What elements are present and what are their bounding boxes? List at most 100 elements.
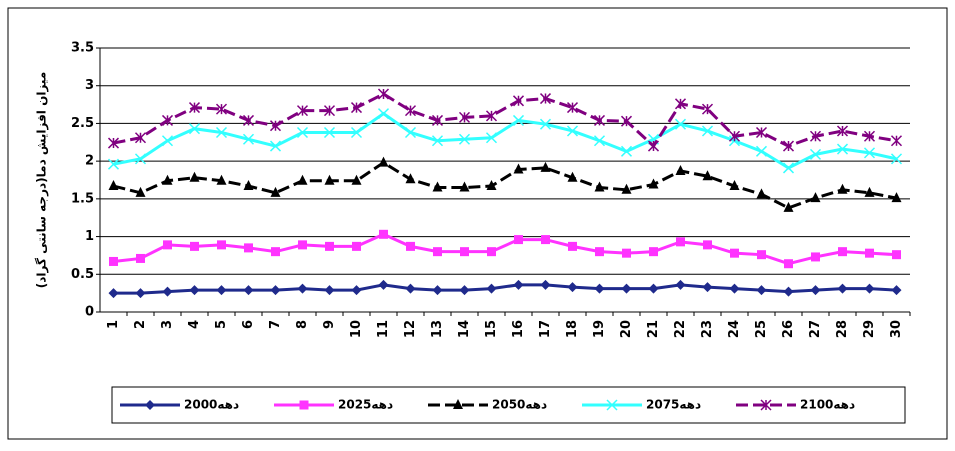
marker <box>190 241 199 251</box>
y-tick-label: 1 <box>85 229 94 244</box>
marker <box>217 240 226 250</box>
marker <box>162 286 173 297</box>
x-tick-label: 3 <box>160 320 175 329</box>
marker <box>512 114 525 126</box>
marker <box>324 285 335 296</box>
x-tick-label: 7 <box>268 320 283 329</box>
marker <box>406 241 415 251</box>
marker <box>188 123 201 135</box>
marker <box>352 241 361 251</box>
marker <box>242 133 255 145</box>
x-tick-label: 9 <box>322 320 337 329</box>
marker <box>701 125 714 137</box>
marker <box>620 115 633 127</box>
marker <box>809 148 822 160</box>
marker <box>453 399 463 409</box>
marker <box>216 285 227 296</box>
marker <box>108 180 119 191</box>
marker <box>405 173 416 184</box>
marker <box>136 253 145 263</box>
marker <box>863 147 876 159</box>
marker <box>621 283 632 294</box>
x-tick-label: 13 <box>430 320 445 338</box>
x-tick-label: 2 <box>133 320 148 329</box>
series-line <box>113 160 897 210</box>
marker <box>863 130 876 142</box>
marker <box>432 181 443 192</box>
marker <box>514 235 523 245</box>
x-tick-label: 12 <box>403 320 418 338</box>
marker <box>379 229 388 239</box>
marker <box>621 183 632 194</box>
marker <box>540 161 551 172</box>
marker <box>676 237 685 247</box>
marker <box>891 285 902 296</box>
x-tick-label: 27 <box>808 320 823 338</box>
x-tick-label: 18 <box>565 320 580 338</box>
marker <box>566 125 579 137</box>
marker <box>377 108 390 120</box>
marker <box>568 241 577 251</box>
marker <box>378 279 389 290</box>
marker <box>350 126 363 139</box>
marker <box>567 282 578 293</box>
x-tick-label: 5 <box>214 320 229 329</box>
marker <box>728 130 741 142</box>
marker <box>513 279 524 290</box>
series-line <box>113 92 897 149</box>
marker <box>485 110 498 122</box>
y-axis-title: میزان افزایش دما(درجه سانتی گراد) <box>35 72 49 289</box>
marker <box>458 133 471 145</box>
series-line <box>113 111 897 170</box>
marker <box>890 135 903 147</box>
marker <box>756 285 767 296</box>
marker <box>539 118 552 130</box>
marker <box>675 279 686 290</box>
marker <box>891 192 902 203</box>
marker <box>837 183 848 194</box>
x-tick-label: 29 <box>862 320 877 338</box>
x-tick-label: 25 <box>754 320 769 338</box>
marker <box>838 247 847 257</box>
legend-label: دهه2025 <box>338 398 393 412</box>
x-tick-label: 20 <box>619 320 634 338</box>
marker <box>404 105 417 117</box>
marker <box>134 132 147 144</box>
marker <box>864 283 875 294</box>
marker <box>135 186 146 197</box>
legend-label: دهه2100 <box>800 398 855 412</box>
marker <box>323 126 336 139</box>
legend-label: دهه2050 <box>492 398 547 412</box>
y-tick-label: 3.5 <box>71 41 94 56</box>
marker <box>243 285 254 296</box>
x-tick-label: 17 <box>538 320 553 338</box>
marker <box>836 125 849 137</box>
marker <box>161 114 174 126</box>
marker <box>459 285 470 296</box>
x-tick-label: 1 <box>106 320 121 329</box>
y-tick-label: 2 <box>85 154 94 169</box>
marker <box>431 135 444 147</box>
marker <box>782 162 795 174</box>
x-tick-label: 24 <box>727 320 742 338</box>
marker <box>145 400 155 410</box>
legend-label: دهه2000 <box>184 398 239 412</box>
marker <box>836 143 849 155</box>
marker <box>729 180 740 191</box>
marker <box>351 285 362 296</box>
marker <box>892 250 901 260</box>
marker <box>675 164 686 175</box>
marker <box>486 283 497 294</box>
marker <box>702 282 713 293</box>
marker <box>244 243 253 253</box>
marker <box>216 174 227 185</box>
marker <box>541 235 550 245</box>
marker <box>296 126 309 139</box>
marker <box>299 400 309 410</box>
marker <box>648 178 659 189</box>
marker <box>539 93 552 105</box>
marker <box>296 105 309 117</box>
marker <box>809 130 822 142</box>
marker <box>756 188 767 199</box>
marker <box>297 174 308 185</box>
